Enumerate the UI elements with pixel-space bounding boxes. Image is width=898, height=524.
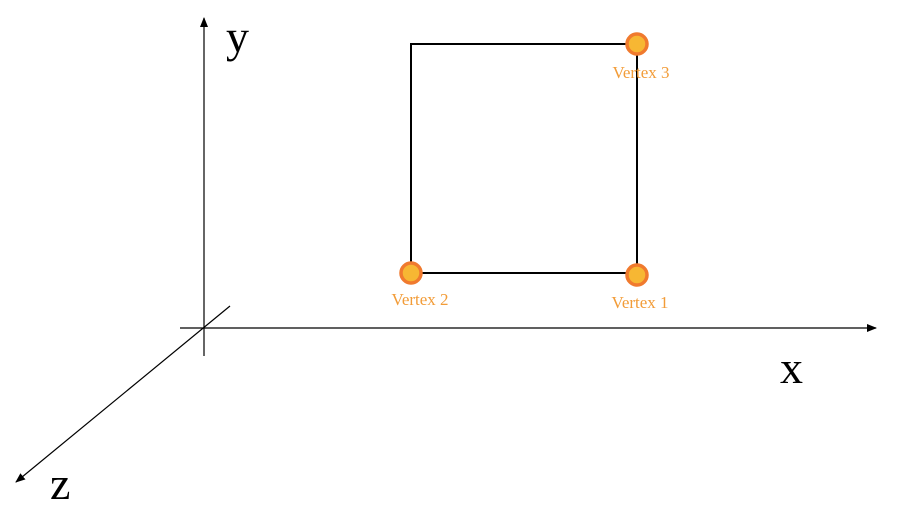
vertex-2: Vertex 2: [391, 261, 449, 309]
vertex-3: Vertex 3: [612, 32, 670, 82]
vertex-2-label: Vertex 2: [391, 290, 448, 309]
vertex-3-marker: [625, 32, 649, 56]
vertex-2-marker: [399, 261, 423, 285]
vertex-1-label: Vertex 1: [611, 293, 668, 312]
vertex-1: Vertex 1: [611, 263, 669, 312]
z-axis-label: z: [50, 458, 70, 509]
vertex-1-marker: [625, 263, 649, 287]
y-axis-label: y: [226, 11, 249, 62]
x-axis-label: x: [780, 342, 803, 393]
vertex-3-label: Vertex 3: [612, 63, 669, 82]
z-axis: [15, 305, 231, 483]
square-outline: [410, 43, 638, 274]
